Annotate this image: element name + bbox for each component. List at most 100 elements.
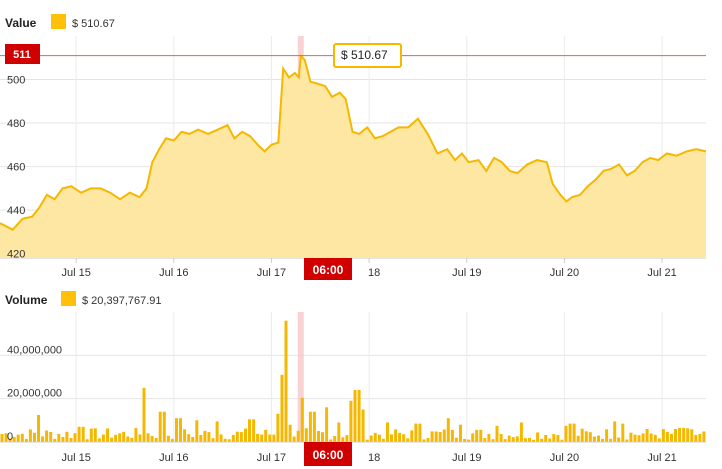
value-y-tick-label: 420 [7,249,25,261]
volume-bar [272,434,276,442]
volume-bar [244,428,247,442]
volume-bar [625,439,629,442]
volume-y-tick-label: 0 [7,431,13,443]
volume-bar [215,421,219,442]
volume-bar [471,433,475,442]
volume-bar [16,434,20,442]
volume-bar [175,418,178,442]
volume-bar [154,438,158,442]
volume-bar [300,397,304,442]
value-x-ticks: Jul 15 Jul 16 Jul 17 18 Jul 19 Jul 20 Jul 21 [61,258,677,279]
volume-bar [341,437,345,442]
value-crosshair-label [304,258,352,280]
value-line[interactable] [0,54,707,231]
volume-bar [584,431,588,442]
volume-bar [106,428,109,442]
value-y-tick-label: 460 [7,162,25,174]
volume-crosshair-label [304,442,352,466]
volume-bar [0,434,4,442]
volume-bar [487,433,491,442]
volume-bar [511,437,515,442]
volume-bar [523,438,527,442]
volume-bar [564,425,568,443]
volume-bar [37,414,40,442]
volume-bar [166,435,170,442]
volume-bar [418,423,422,442]
volume-bar [122,431,126,442]
volume-bar [483,438,487,442]
value-y-tick-label: 480 [7,118,25,130]
volume-bar [231,434,235,442]
volume-x-tick-label: Jul 21 [647,452,676,464]
volume-bar [252,419,256,443]
volume-x-tick-label: Jul 15 [61,452,90,464]
volume-bar [97,438,101,442]
volume-bar [698,433,702,442]
volume-bar [491,439,495,442]
volume-crosshair-label-text: 06:00 [313,448,344,462]
value-x-tick-label: Jul 19 [452,267,481,279]
volume-bar [568,423,572,442]
volume-bar [138,434,142,442]
volume-bar [499,434,503,442]
volume-legend-swatch [61,291,76,306]
volume-bar [61,437,65,442]
volume-bar [130,437,134,442]
volume-bar [20,433,24,442]
volume-bar [77,426,81,442]
volume-bar [85,439,89,442]
volume-bar [304,428,308,442]
volume-bar [665,431,669,442]
volume-bar [503,439,507,442]
volume-bar [49,432,53,442]
volume-bar [199,435,203,442]
volume-bar [572,423,576,442]
volume-y-tick-label: 40,000,000 [7,344,62,356]
volume-bar [475,429,479,442]
volume-bar [674,429,677,442]
volume-bar [686,428,690,442]
value-x-tick-label: Jul 16 [159,267,188,279]
volume-bar [528,437,531,442]
volume-bar [179,418,182,442]
volume-bar [28,429,32,442]
volume-bar [507,435,511,442]
value-crosshair-label-text: 06:00 [313,263,344,277]
volume-bar [442,429,446,442]
volume-legend-value[interactable]: $ 20,397,767.91 [82,295,162,307]
volume-bar [394,429,398,442]
volume-bar [170,438,174,442]
volume-bar [308,411,312,442]
volume-bar [69,438,73,442]
volume-bar [284,320,288,442]
volume-bar [459,424,462,442]
volume-bar [345,435,349,442]
volume-bar [268,434,272,442]
volume-bar [633,434,637,442]
volume-bar [467,439,471,442]
volume-bar [641,433,645,442]
volume-bar [377,434,381,442]
volume-bar [280,374,284,442]
value-x-tick-label: Jul 21 [647,267,676,279]
volume-bar [414,423,418,442]
volume-bar [4,433,8,442]
volume-bar [390,434,393,442]
volume-bar [446,418,450,442]
volume-bar [605,429,609,442]
volume-y-tick-label: 20,000,000 [7,388,62,400]
value-legend: Value $ 510.67 [5,14,115,30]
volume-bar [495,425,499,443]
value-legend-value[interactable]: $ 510.67 [72,18,115,30]
value-area [0,56,706,259]
volume-bar [312,411,316,442]
volume-bar [337,422,341,442]
volume-bar [239,432,243,442]
volume-bar [694,434,698,442]
volume-bar [682,427,686,442]
volume-bar [158,411,162,442]
volume-bar [357,390,361,442]
volume-bar [515,436,519,442]
volume-bar [438,432,442,442]
